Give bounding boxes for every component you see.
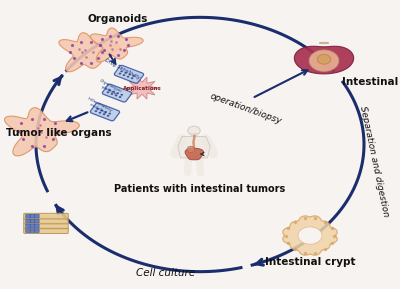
Circle shape <box>95 110 97 112</box>
Circle shape <box>119 73 121 75</box>
Polygon shape <box>185 148 204 160</box>
Text: Organotypic
platform: Organotypic platform <box>97 78 123 98</box>
Circle shape <box>108 113 111 114</box>
Circle shape <box>108 89 111 91</box>
Circle shape <box>120 70 123 72</box>
Circle shape <box>100 110 103 112</box>
FancyBboxPatch shape <box>26 229 30 233</box>
FancyBboxPatch shape <box>30 224 35 228</box>
Text: Organoids: Organoids <box>88 14 148 24</box>
Polygon shape <box>4 108 79 156</box>
FancyBboxPatch shape <box>26 219 30 223</box>
Circle shape <box>119 96 122 98</box>
FancyBboxPatch shape <box>24 213 68 219</box>
Circle shape <box>132 75 135 77</box>
Polygon shape <box>190 134 198 135</box>
Circle shape <box>99 112 101 114</box>
FancyBboxPatch shape <box>35 229 39 233</box>
FancyBboxPatch shape <box>35 224 39 228</box>
FancyBboxPatch shape <box>114 65 144 83</box>
Circle shape <box>115 95 117 97</box>
Circle shape <box>104 111 107 113</box>
Circle shape <box>188 126 200 135</box>
FancyBboxPatch shape <box>24 228 68 234</box>
Text: Intestinal crypt: Intestinal crypt <box>265 257 355 266</box>
FancyBboxPatch shape <box>26 214 30 218</box>
FancyBboxPatch shape <box>30 214 35 218</box>
Polygon shape <box>178 136 210 158</box>
Circle shape <box>107 115 110 117</box>
FancyBboxPatch shape <box>90 103 120 121</box>
Circle shape <box>120 94 123 96</box>
Text: Inflammatory
modeling: Inflammatory modeling <box>85 96 114 117</box>
Text: Intestinal tissue: Intestinal tissue <box>342 77 400 87</box>
Circle shape <box>116 92 119 94</box>
Polygon shape <box>90 28 143 62</box>
Polygon shape <box>294 46 354 74</box>
Polygon shape <box>126 77 158 99</box>
FancyBboxPatch shape <box>30 229 35 233</box>
Polygon shape <box>317 54 331 64</box>
Circle shape <box>96 108 99 110</box>
Polygon shape <box>283 216 337 255</box>
Circle shape <box>111 93 113 95</box>
Text: operation/biopsy: operation/biopsy <box>209 91 283 126</box>
Polygon shape <box>187 146 194 153</box>
Text: Applications: Applications <box>123 86 161 91</box>
Circle shape <box>107 91 109 93</box>
Polygon shape <box>59 33 119 72</box>
Circle shape <box>112 91 115 93</box>
Text: Tumor like organs: Tumor like organs <box>6 128 112 138</box>
FancyBboxPatch shape <box>24 223 68 229</box>
Circle shape <box>103 113 105 115</box>
Circle shape <box>128 73 131 75</box>
FancyBboxPatch shape <box>35 219 39 223</box>
Circle shape <box>127 76 129 78</box>
Circle shape <box>131 77 134 79</box>
Polygon shape <box>309 50 339 71</box>
Text: Drug Sensitivity: Drug Sensitivity <box>104 58 140 80</box>
FancyBboxPatch shape <box>102 84 132 102</box>
Circle shape <box>123 74 125 76</box>
Polygon shape <box>298 227 322 244</box>
Circle shape <box>124 72 127 74</box>
Text: Separation and digestion: Separation and digestion <box>358 105 390 218</box>
Text: Cell culture: Cell culture <box>136 268 196 278</box>
FancyBboxPatch shape <box>35 214 39 218</box>
FancyBboxPatch shape <box>24 218 68 224</box>
FancyBboxPatch shape <box>30 219 35 223</box>
FancyBboxPatch shape <box>26 224 30 228</box>
Text: Patients with intestinal tumors: Patients with intestinal tumors <box>114 184 286 194</box>
